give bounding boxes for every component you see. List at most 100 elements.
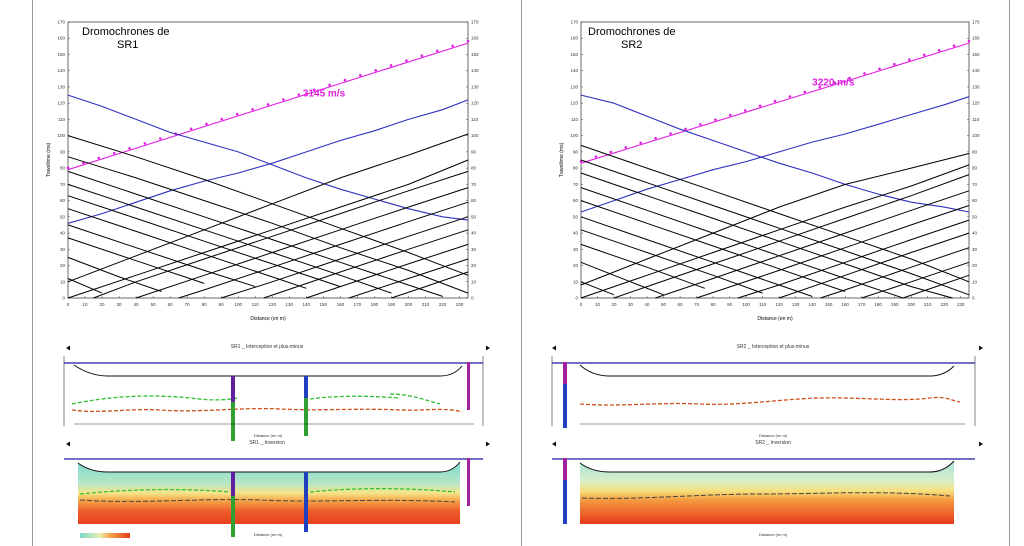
y-tick-label-right: 0 [972, 296, 975, 301]
x-axis-label: Distance (en m) [250, 316, 286, 322]
y-tick-label-right: 80 [972, 166, 978, 171]
travel-time-curve [820, 247, 970, 299]
x-tick-label: 180 [874, 302, 882, 307]
travel-time-curve [580, 187, 904, 299]
data-point [624, 146, 628, 149]
arrow-right-icon [979, 441, 983, 447]
travel-time-curve [580, 216, 813, 297]
data-point [282, 98, 285, 101]
borehole-1 [563, 362, 567, 428]
ground-surface [579, 364, 955, 377]
x-tick-label: 0 [67, 302, 70, 307]
x-tick-label: 10 [83, 302, 89, 307]
x-tick-label: 90 [727, 302, 733, 307]
x-tick-label: 220 [940, 302, 948, 307]
y-tick-label: 0 [575, 296, 578, 301]
y-tick-label: 60 [60, 198, 66, 203]
x-tick-label: 130 [286, 302, 294, 307]
y-tick-label-right: 140 [972, 68, 980, 73]
travel-time-curve [696, 205, 970, 299]
travel-time-curve [67, 99, 469, 224]
x-tick-label: 130 [792, 302, 800, 307]
x-tick-label: 190 [891, 302, 899, 307]
data-point [788, 95, 792, 98]
travel-time-curve [93, 170, 469, 299]
data-point [669, 132, 672, 135]
x-axis-label: Distance (en m) [759, 532, 788, 537]
data-point [235, 112, 239, 116]
data-point [97, 156, 101, 160]
y-tick-label-right: 100 [471, 133, 479, 138]
data-point [343, 78, 347, 82]
travel-time-curve [67, 224, 256, 288]
borehole-right [467, 362, 470, 410]
y-tick-label: 130 [57, 84, 65, 89]
travel-time-curve [580, 42, 970, 164]
section-sr2-layered: SR2 _ Interception et plus-minus Distanc… [551, 344, 983, 438]
y-tick-label-right: 110 [972, 117, 980, 122]
data-point [128, 146, 131, 150]
borehole-right [467, 458, 470, 506]
borehole-1 [231, 376, 235, 441]
chart-title-line1: Dromochrones de [588, 26, 675, 38]
data-point [112, 151, 116, 155]
x-tick-label: 160 [841, 302, 849, 307]
data-point [758, 104, 762, 108]
travel-time-curve [178, 201, 469, 299]
plot-frame [580, 21, 970, 299]
data-point [297, 93, 301, 96]
x-tick-label: 50 [661, 302, 667, 307]
travel-time-curve [67, 156, 469, 294]
chart-title-line2: SR1 [117, 39, 138, 51]
y-tick-label: 100 [570, 133, 578, 138]
y-tick-label: 110 [58, 117, 66, 122]
section-sr1-layered: SR1 _ Interception et plus-minus Distanc… [63, 344, 490, 441]
x-tick-label: 40 [645, 302, 651, 307]
y-tick-label: 80 [60, 166, 66, 171]
y-tick-label-right: 150 [471, 52, 479, 57]
data-point [728, 113, 732, 117]
x-tick-label: 100 [234, 302, 242, 307]
y-tick-label-right: 80 [471, 166, 477, 171]
arrow-left-icon [66, 441, 70, 447]
y-tick-label-right: 130 [972, 84, 980, 89]
y-tick-label-right: 0 [471, 296, 474, 301]
travel-time-curve [67, 237, 205, 284]
section-title: SR1 _ Inversion [249, 440, 285, 446]
y-tick-label: 70 [573, 182, 579, 187]
travel-time-curve [263, 229, 469, 299]
data-point [714, 118, 717, 121]
y-tick-label: 30 [60, 247, 66, 252]
ground-surface [77, 461, 461, 473]
x-tick-label: 80 [202, 302, 208, 307]
travel-time-curve [655, 190, 970, 299]
travel-time-curve [778, 232, 970, 299]
travel-time-curve [580, 200, 846, 292]
x-tick-label: 230 [456, 302, 464, 307]
arrow-left-icon [552, 441, 556, 447]
y-tick-label-right: 170 [471, 20, 479, 25]
data-point [405, 59, 408, 62]
x-axis-label: Distance (en m) [254, 433, 283, 438]
x-tick-label: 180 [371, 302, 379, 307]
borehole-1 [231, 472, 235, 537]
velocity-annotation: 3220 m/s [812, 77, 855, 88]
data-point [952, 44, 956, 48]
plot-frame [67, 21, 469, 299]
y-tick-label: 120 [570, 101, 578, 106]
borehole-2-top [304, 376, 308, 398]
y-tick-label: 100 [57, 133, 65, 138]
travel-time-curve [737, 219, 970, 299]
travel-time-curve [902, 274, 970, 299]
arrow-left-icon [66, 345, 70, 351]
data-point [684, 127, 687, 131]
chart-title-line2: SR2 [621, 39, 642, 51]
x-tick-label: 150 [825, 302, 833, 307]
data-point [66, 166, 70, 170]
data-point [220, 117, 224, 121]
data-point [922, 53, 926, 57]
travel-time-curve [580, 96, 970, 213]
x-tick-label: 150 [320, 302, 328, 307]
travel-time-curve [135, 187, 469, 299]
x-axis-label: Distance (en m) [254, 532, 283, 537]
